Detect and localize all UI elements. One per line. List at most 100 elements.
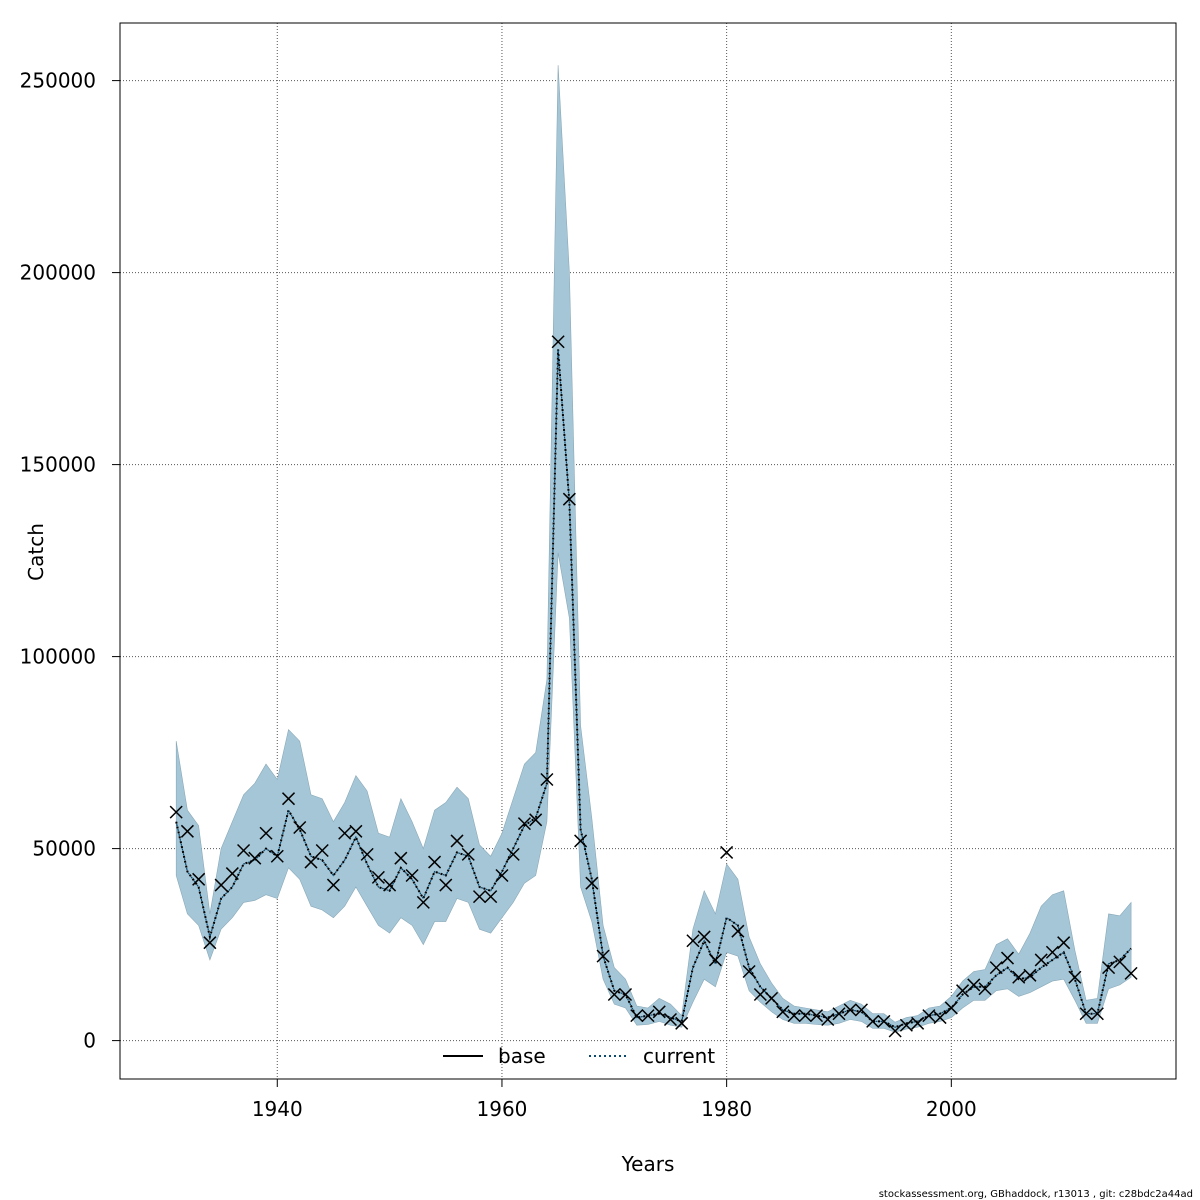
observed-point bbox=[944, 1001, 958, 1015]
observed-point bbox=[675, 1016, 689, 1030]
observed-point bbox=[641, 1009, 655, 1023]
observed-point bbox=[630, 1009, 644, 1023]
observed-point bbox=[371, 870, 385, 884]
observed-point bbox=[1023, 968, 1037, 982]
observed-point bbox=[450, 834, 464, 848]
observed-point bbox=[607, 987, 621, 1002]
y-axis-title: Catch bbox=[24, 523, 48, 581]
observed-point bbox=[225, 867, 239, 881]
observed-point bbox=[304, 855, 318, 869]
observed-point bbox=[1000, 951, 1015, 965]
observed-point bbox=[495, 868, 509, 883]
y-tick-label: 150000 bbox=[20, 453, 96, 477]
legend-base-label: base bbox=[498, 1044, 546, 1068]
observed-point bbox=[652, 1005, 666, 1019]
footer-source: stockassessment.org, GBhaddock, r13013 ,… bbox=[879, 1189, 1193, 1200]
observed-point bbox=[338, 826, 352, 840]
y-tick-label: 250000 bbox=[20, 69, 96, 93]
observed-point bbox=[517, 817, 531, 831]
observed-point bbox=[1034, 953, 1048, 967]
observed-point bbox=[484, 890, 498, 904]
observed-point bbox=[270, 849, 284, 863]
confidence-band bbox=[175, 65, 1132, 1033]
observed-point bbox=[888, 1024, 902, 1038]
observed-point bbox=[416, 895, 430, 909]
observed-point bbox=[180, 824, 194, 838]
y-tick-label: 0 bbox=[83, 1029, 96, 1053]
x-axis: 1940 1960 1980 2000 bbox=[252, 1079, 977, 1121]
y-tick-label: 50000 bbox=[32, 837, 96, 861]
observed-point bbox=[169, 805, 183, 819]
observed-point bbox=[720, 845, 734, 859]
observed-point bbox=[439, 878, 453, 892]
observed-point bbox=[472, 890, 487, 904]
observed-point bbox=[574, 834, 588, 848]
observed-point bbox=[809, 1009, 824, 1023]
observed-point bbox=[854, 1003, 868, 1017]
observed-point bbox=[956, 984, 970, 998]
observed-point bbox=[663, 1012, 677, 1027]
observed-point bbox=[843, 1003, 857, 1017]
observed-point bbox=[405, 868, 419, 883]
observed-point bbox=[214, 878, 228, 892]
observed-point bbox=[742, 964, 756, 979]
observed-points-layer bbox=[169, 335, 1138, 1038]
observed-point bbox=[315, 843, 329, 858]
observed-point bbox=[967, 978, 981, 992]
grid bbox=[120, 23, 1176, 1079]
observed-point bbox=[293, 820, 307, 835]
series-current-line bbox=[175, 349, 1132, 1029]
observed-point bbox=[1090, 1007, 1104, 1021]
observed-point bbox=[1057, 936, 1071, 950]
observed-point bbox=[877, 1014, 891, 1028]
observed-point bbox=[989, 961, 1003, 975]
observed-point bbox=[821, 1012, 835, 1027]
x-axis-title: Years bbox=[621, 1152, 675, 1176]
observed-point bbox=[708, 953, 722, 967]
observed-point bbox=[933, 1011, 947, 1025]
observed-point bbox=[506, 847, 520, 861]
observed-point bbox=[832, 1007, 846, 1021]
observed-point bbox=[798, 1009, 812, 1023]
observed-point bbox=[1012, 970, 1026, 984]
series-line-layer bbox=[175, 349, 1132, 1029]
x-tick-label: 1960 bbox=[477, 1097, 528, 1121]
observed-point bbox=[529, 813, 543, 827]
observed-point bbox=[1113, 955, 1127, 969]
observed-point bbox=[349, 824, 363, 838]
observed-point bbox=[787, 1009, 801, 1023]
y-axis: 0 50000 100000 150000 200000 250000 bbox=[20, 69, 120, 1053]
observed-point bbox=[911, 1016, 925, 1030]
observed-point bbox=[978, 982, 992, 996]
observed-point bbox=[596, 949, 610, 963]
observed-point bbox=[1124, 966, 1138, 980]
y-tick-label: 200000 bbox=[20, 261, 96, 285]
series-current-line-color bbox=[175, 349, 1132, 1028]
observed-point bbox=[619, 987, 633, 1002]
observed-point bbox=[394, 851, 408, 865]
observed-point bbox=[281, 792, 296, 806]
observed-point bbox=[686, 934, 700, 948]
plot-frame bbox=[119, 22, 1177, 1080]
observed-point bbox=[383, 878, 397, 892]
y-tick-label: 100000 bbox=[20, 645, 96, 669]
observed-point bbox=[776, 1005, 790, 1019]
observed-point bbox=[1068, 970, 1082, 984]
observed-point bbox=[237, 843, 251, 858]
observed-point bbox=[551, 335, 565, 349]
observed-point bbox=[1079, 1007, 1093, 1021]
observed-point bbox=[360, 847, 374, 861]
observed-point bbox=[697, 930, 711, 944]
observed-point bbox=[562, 492, 576, 506]
x-tick-label: 1980 bbox=[701, 1097, 752, 1121]
observed-point bbox=[428, 855, 442, 869]
observed-point bbox=[753, 987, 767, 1002]
observed-point bbox=[540, 772, 554, 787]
observed-point bbox=[922, 1009, 936, 1023]
x-tick-label: 2000 bbox=[926, 1097, 977, 1121]
observed-point bbox=[248, 851, 262, 865]
observed-point bbox=[866, 1014, 880, 1028]
observed-point bbox=[899, 1018, 913, 1032]
observed-point bbox=[259, 826, 273, 840]
